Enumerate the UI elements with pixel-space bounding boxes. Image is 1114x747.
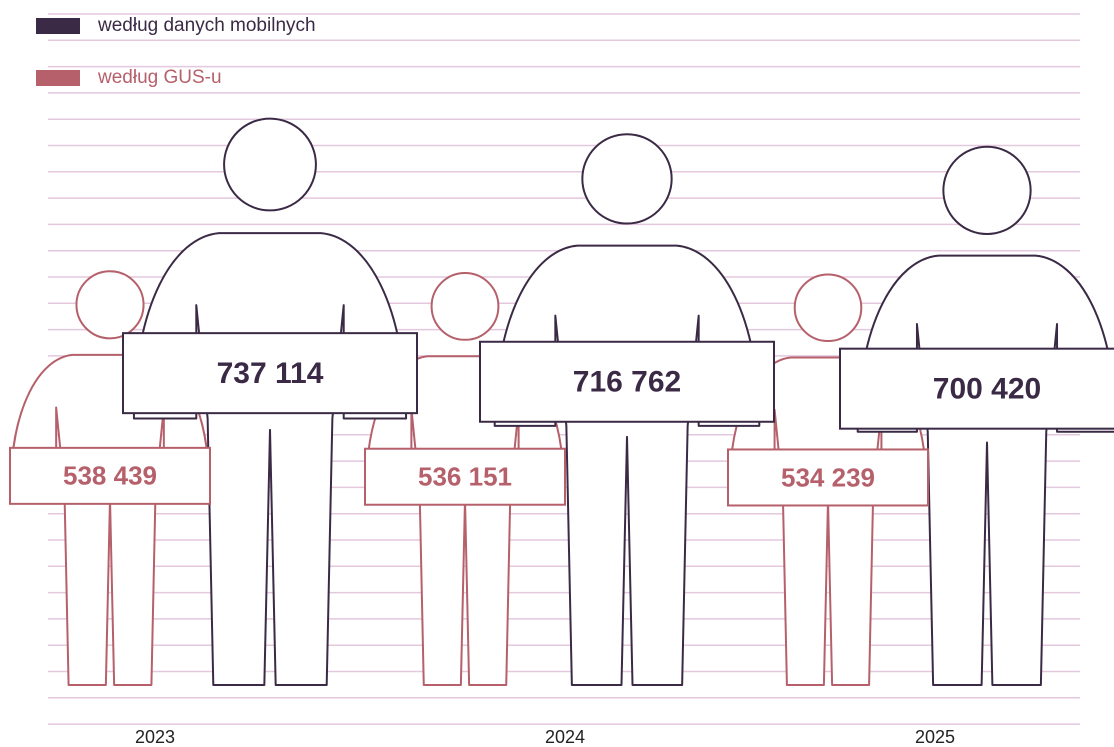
person-head bbox=[582, 134, 671, 223]
person-head bbox=[76, 271, 143, 338]
x-tick-label: 2023 bbox=[135, 727, 175, 747]
value-label: 534 239 bbox=[781, 462, 875, 492]
value-label: 716 762 bbox=[573, 366, 681, 399]
page: {"chart_data": {"type": "pictogram", "ca… bbox=[0, 0, 1114, 747]
value-label: 538 439 bbox=[63, 461, 157, 491]
legend-swatch bbox=[36, 70, 80, 86]
person-head bbox=[432, 273, 499, 340]
legend-label: według GUS-u bbox=[97, 67, 222, 88]
person-head bbox=[795, 274, 862, 341]
value-label: 737 114 bbox=[217, 357, 324, 390]
x-tick-label: 2025 bbox=[915, 727, 955, 747]
chart: 538 439 536 151 534 239 737 114 716 762 700 4… bbox=[0, 0, 1114, 747]
person-head bbox=[943, 147, 1030, 234]
legend-swatch bbox=[36, 18, 80, 34]
value-label: 536 151 bbox=[418, 462, 512, 492]
person-head bbox=[224, 119, 316, 211]
x-tick-label: 2024 bbox=[545, 727, 585, 747]
value-label: 700 420 bbox=[933, 373, 1041, 406]
legend-label: według danych mobilnych bbox=[97, 15, 316, 36]
